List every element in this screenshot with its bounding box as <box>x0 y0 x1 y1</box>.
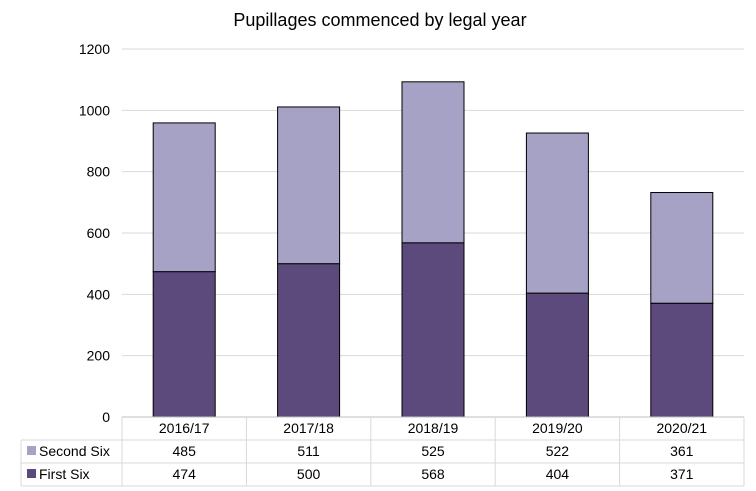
y-axis-ticks: 0 200 400 600 800 1000 1200 <box>79 41 110 425</box>
chart-title: Pupillages commenced by legal year <box>233 10 526 30</box>
legend-swatch-first-six <box>27 469 36 478</box>
data-label-second-six: 525 <box>421 443 445 459</box>
y-tick-label: 200 <box>87 348 111 364</box>
bar-second-six-2017-18 <box>277 106 341 265</box>
bar-second-six-2018-19 <box>401 81 465 244</box>
bars <box>152 81 714 418</box>
x-tick-label: 2018/19 <box>408 420 459 436</box>
y-tick-label: 1000 <box>79 102 110 118</box>
data-label-first-six: 371 <box>670 466 694 482</box>
data-label-second-six: 522 <box>546 443 570 459</box>
y-tick-label: 400 <box>87 286 111 302</box>
bar-second-six-2016-17 <box>152 122 216 273</box>
bar-second-six-2020-21 <box>650 192 714 304</box>
bar-first-six-2017-18 <box>277 263 341 418</box>
x-tick-label: 2019/20 <box>532 420 583 436</box>
x-tick-label: 2020/21 <box>656 420 707 436</box>
y-tick-label: 600 <box>87 225 111 241</box>
data-label-first-six: 500 <box>297 466 321 482</box>
data-label-first-six: 404 <box>546 466 570 482</box>
data-label-second-six: 511 <box>297 443 320 459</box>
bar-second-six-2019-20 <box>525 132 589 294</box>
data-label-second-six: 485 <box>173 443 197 459</box>
legend-label-second-six: Second Six <box>39 443 110 459</box>
y-tick-label: 0 <box>102 409 110 425</box>
y-tick-label: 800 <box>87 164 111 180</box>
y-tick-label: 1200 <box>79 41 110 57</box>
bar-first-six-2016-17 <box>152 271 216 418</box>
data-table: 2016/17 2017/18 2018/19 2019/20 2020/21 Secon… <box>20 417 745 487</box>
legend-label-first-six: First Six <box>39 466 90 482</box>
bar-first-six-2018-19 <box>401 242 465 418</box>
data-label-first-six: 474 <box>173 466 197 482</box>
bar-first-six-2020-21 <box>650 302 714 418</box>
data-label-second-six: 361 <box>670 443 694 459</box>
bar-first-six-2019-20 <box>525 292 589 418</box>
legend-swatch-second-six <box>27 446 36 455</box>
x-tick-label: 2017/18 <box>283 420 334 436</box>
x-tick-label: 2016/17 <box>159 420 210 436</box>
data-label-first-six: 568 <box>421 466 445 482</box>
